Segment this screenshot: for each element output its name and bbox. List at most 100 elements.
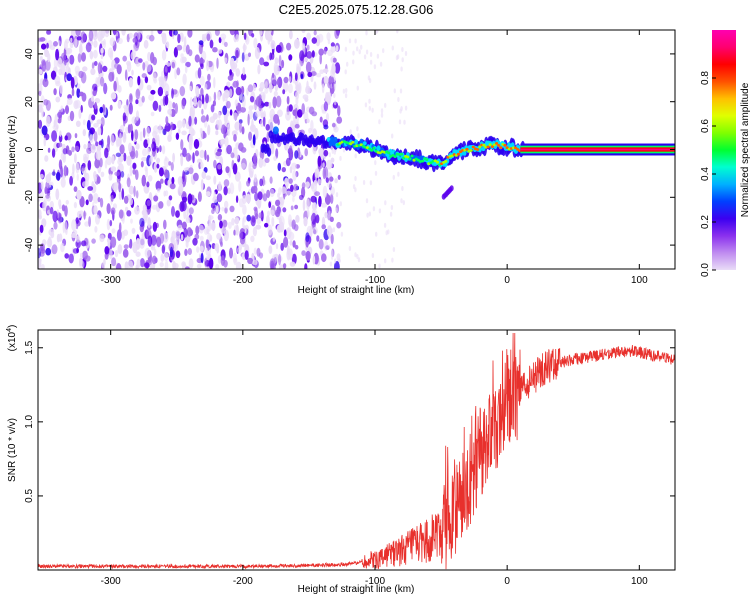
- spectrogram-noise-cell: [368, 78, 372, 84]
- spectrogram-noise-cell: [166, 199, 171, 207]
- spectrogram-noise-cell: [371, 107, 374, 113]
- spectrogram-noise-cell: [281, 59, 285, 69]
- spectrogram-noise-cell: [60, 177, 66, 188]
- spectrogram-noise-cell: [206, 59, 210, 72]
- spectrogram-noise-cell: [214, 243, 220, 252]
- spectrogram-noise-cell: [234, 99, 238, 107]
- spectrogram-noise-cell: [242, 96, 246, 108]
- spectrogram-noise-cell: [177, 33, 181, 44]
- spectrogram-noise-cell: [139, 237, 145, 249]
- spectrogram-noise-cell: [404, 51, 408, 56]
- spectrogram-noise-cell: [176, 44, 183, 51]
- spectrogram-noise-cell: [94, 61, 98, 66]
- spectrogram-noise-cell: [166, 121, 169, 126]
- spectrogram-noise-cell: [282, 207, 287, 213]
- spectrogram-noise-cell: [271, 52, 275, 60]
- spectrogram-noise-cell: [42, 200, 47, 212]
- spectrogram-y-tick-label: -20: [24, 190, 35, 205]
- spectrogram-noise-cell: [293, 183, 299, 191]
- spectrogram-noise-cell: [141, 73, 147, 79]
- spectrogram-noise-cell: [354, 153, 357, 159]
- spectrogram-noise-cell: [57, 142, 63, 148]
- spectrogram-noise-cell: [137, 75, 141, 86]
- spectrogram-noise-cell: [330, 157, 335, 163]
- spectrogram-noise-cell: [77, 83, 81, 90]
- spectrogram-noise-cell: [122, 248, 129, 258]
- spectrogram-noise-cell: [88, 193, 93, 203]
- spectrogram-noise-cell: [188, 207, 194, 215]
- spectrogram-noise-cell: [168, 195, 173, 201]
- spectrogram-noise-cell: [158, 201, 164, 209]
- spectrogram-noise-cell: [68, 150, 72, 156]
- spectrogram-noise-cell: [104, 246, 110, 255]
- snr-panel: -300 -200 -100 0 100 0.5 1.0 1.5 Height of str…: [6, 325, 676, 595]
- spectrogram-noise-cell: [129, 94, 133, 101]
- spectrogram-noise-cell: [152, 130, 158, 138]
- spectrogram-noise-cell: [213, 77, 216, 89]
- spectrogram-noise-cell: [251, 104, 258, 110]
- spectrogram-noise-cell: [138, 58, 143, 63]
- spectrogram-noise-cell: [95, 77, 99, 85]
- spectrogram-noise-cell: [334, 62, 341, 74]
- spectrogram-noise-cell: [253, 37, 258, 49]
- spectrogram-noise-cell: [68, 253, 74, 264]
- spectrogram-noise-cell: [235, 86, 242, 96]
- spectrogram-noise-cell: [400, 106, 403, 112]
- spectrogram-noise-cell: [288, 145, 293, 156]
- spectrogram-noise-cell: [160, 253, 164, 262]
- spectrogram-noise-cell: [40, 190, 44, 201]
- spectrogram-noise-cell: [258, 157, 264, 168]
- spectrogram-noise-cell: [183, 228, 188, 238]
- spectrogram-noise-cell: [116, 64, 122, 75]
- spectrogram-noise-cell: [399, 88, 403, 94]
- spectrogram-noise-cell: [171, 176, 175, 185]
- spectrogram-signal-core: [495, 142, 499, 145]
- spectrogram-noise-cell: [294, 204, 299, 210]
- spectrogram-noise-cell: [366, 212, 369, 218]
- spectrogram-noise-cell: [218, 139, 224, 146]
- spectrogram-noise-cell: [98, 140, 103, 146]
- spectrogram-noise-cell: [400, 198, 403, 204]
- snr-x-tick-label: -200: [233, 576, 253, 587]
- spectrogram-noise-cell: [64, 135, 68, 141]
- spectrogram-noise-cell: [217, 255, 222, 264]
- spectrogram-noise-cell: [216, 167, 223, 176]
- spectrogram-noise-cell: [107, 239, 111, 249]
- spectrogram-noise-cell: [197, 67, 202, 79]
- snr-frame: [37, 329, 676, 571]
- spectrogram-noise-cell: [103, 82, 108, 95]
- spectrogram-noise-cell: [117, 159, 122, 165]
- spectrogram-noise-cell: [39, 224, 44, 234]
- spectrogram-noise-cell: [164, 66, 168, 73]
- spectrogram-noise-cell: [346, 61, 349, 67]
- spectrogram-noise-cell: [123, 152, 127, 162]
- spectrogram-noise-cell: [188, 167, 194, 175]
- spectrogram-noise-cell: [225, 166, 230, 174]
- spectrogram-noise-cell: [88, 30, 94, 42]
- spectrogram-noise-cell: [278, 253, 282, 266]
- spectrogram-noise-cell: [213, 91, 217, 102]
- spectrogram-noise-cell: [265, 124, 270, 131]
- spectrogram-noise-cell: [362, 180, 366, 185]
- spectrogram-noise-cell: [205, 191, 211, 197]
- spectrogram-noise-cell: [167, 108, 173, 115]
- spectrogram-noise-cell: [356, 254, 359, 259]
- spectrogram-noise-cell: [316, 235, 320, 242]
- spectrogram-noise-cell: [102, 38, 107, 49]
- spectrogram-noise-cell: [232, 112, 238, 121]
- spectrogram-noise-cell: [321, 202, 327, 208]
- spectrogram-noise-cell: [189, 106, 193, 119]
- spectrogram-noise-cell: [163, 219, 167, 230]
- spectrogram-noise-cell: [38, 119, 43, 129]
- spectrogram-noise-cell: [264, 222, 269, 228]
- spectrogram-noise-cell: [79, 257, 83, 267]
- spectrogram-noise-cell: [126, 210, 132, 217]
- spectrogram-noise-cell: [208, 257, 214, 269]
- spectrogram-noise-cell: [329, 176, 334, 182]
- spectrogram-noise-cell: [306, 44, 310, 51]
- spectrogram-noise-cell: [174, 68, 178, 80]
- spectrogram-noise-cell: [59, 130, 62, 137]
- spectrogram-noise-cell: [194, 150, 199, 157]
- spectrogram-noise-cell: [109, 104, 113, 111]
- spectrogram-noise-cell: [118, 222, 122, 233]
